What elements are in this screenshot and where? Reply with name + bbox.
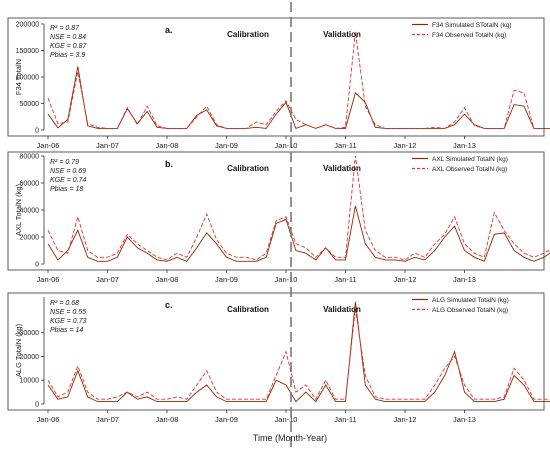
y-tick-label: 20000 bbox=[20, 235, 40, 242]
panel-label: c. bbox=[165, 300, 173, 310]
series-line-observed bbox=[47, 308, 550, 401]
stat-text: KGE = 0.74 bbox=[50, 177, 86, 184]
panel-2: 0 20000 40000 60000 80000 AXL TotalN (kg) Jan-… bbox=[7, 151, 550, 284]
y-tick-label: 0 bbox=[35, 128, 39, 135]
series-line-simulated bbox=[47, 301, 550, 403]
legend-entry: F34 Simulated STotalN (kg) bbox=[432, 22, 511, 29]
legend-entry: AXL Simulated TotalN (kg) bbox=[432, 156, 508, 163]
stat-text: R² = 0.68 bbox=[50, 300, 79, 307]
y-tick-label: 100000 bbox=[16, 75, 39, 82]
x-tick-label: Jan-10 bbox=[275, 141, 298, 150]
stat-text: NSE = 0.69 bbox=[50, 168, 86, 175]
x-tick-label: Jan-09 bbox=[215, 275, 238, 284]
series-line-simulated bbox=[47, 66, 550, 129]
x-tick-label: Jan-07 bbox=[96, 141, 119, 150]
x-tick-label: Jan-08 bbox=[156, 141, 179, 150]
x-tick-label: Jan-11 bbox=[334, 141, 356, 150]
y-tick-label: 150000 bbox=[16, 48, 39, 55]
y-tick-label: 60000 bbox=[20, 181, 40, 188]
y-tick-label: 30000 bbox=[20, 330, 40, 337]
x-tick-label: Jan-07 bbox=[96, 275, 119, 284]
stat-text: NSE = 0.55 bbox=[50, 309, 86, 316]
calibration-label: Calibration bbox=[227, 30, 269, 39]
x-tick-label: Jan-11 bbox=[334, 415, 356, 424]
calibration-label: Calibration bbox=[227, 305, 269, 314]
y-tick-label: 40000 bbox=[20, 208, 40, 215]
y-axis-label: ALG TotalN (kg) bbox=[14, 323, 23, 377]
validation-label: Validation bbox=[323, 164, 361, 173]
stat-text: R² = 0.87 bbox=[50, 25, 80, 32]
x-axis-label: Time (Month-Year) bbox=[253, 433, 327, 443]
x-tick-label: Jan-06 bbox=[37, 275, 60, 284]
x-tick-label: Jan-06 bbox=[37, 141, 60, 150]
panel-label: b. bbox=[165, 159, 173, 169]
x-tick-label: Jan-13 bbox=[453, 275, 476, 284]
x-tick-label: Jan-09 bbox=[215, 141, 238, 150]
x-tick-label: Jan-12 bbox=[394, 275, 417, 284]
y-tick-label: 50000 bbox=[20, 101, 40, 108]
panel-frame bbox=[7, 292, 545, 411]
stat-text: Pbias = 14 bbox=[50, 327, 83, 334]
x-tick-label: Jan-07 bbox=[96, 415, 119, 424]
legend-entry: F34 Observed TotalN (kg) bbox=[432, 32, 506, 39]
validation-label: Validation bbox=[323, 30, 361, 39]
y-axis-label: AXL TotalN (kg) bbox=[14, 183, 23, 236]
stat-text: Pbias = 18 bbox=[50, 186, 83, 193]
series-line-simulated bbox=[47, 205, 550, 262]
stat-text: Pbias = 3.9 bbox=[50, 52, 85, 59]
y-tick-label: 0 bbox=[35, 402, 39, 409]
x-tick-label: Jan-06 bbox=[37, 415, 60, 424]
calibration-label: Calibration bbox=[227, 164, 269, 173]
x-tick-label: Jan-12 bbox=[394, 415, 417, 424]
legend-entry: ALG Simulated TotalN (kg) bbox=[432, 297, 509, 304]
panel-frame bbox=[7, 17, 545, 137]
x-tick-label: Jan-08 bbox=[156, 415, 179, 424]
stat-text: R² = 0.79 bbox=[50, 159, 79, 166]
x-tick-label: Jan-09 bbox=[215, 415, 238, 424]
panel-label: a. bbox=[165, 25, 173, 35]
x-tick-label: Jan-10 bbox=[275, 415, 298, 424]
stat-text: KGE = 0.87 bbox=[50, 43, 87, 50]
x-tick-label: Jan-12 bbox=[394, 141, 417, 150]
x-tick-label: Jan-13 bbox=[453, 141, 476, 150]
panel-1: 0 50000 100000 150000 200000 F34 TotalN Jan-06… bbox=[7, 17, 550, 150]
y-tick-label: 200000 bbox=[16, 22, 39, 29]
stat-text: NSE = 0.84 bbox=[50, 34, 86, 41]
y-tick-label: 0 bbox=[35, 262, 39, 269]
y-tick-label: 20000 bbox=[20, 354, 40, 361]
x-tick-label: Jan-10 bbox=[275, 275, 298, 284]
panel-frame bbox=[7, 151, 545, 271]
validation-label: Validation bbox=[323, 305, 361, 314]
legend-entry: ALG Observed TotalN (kg) bbox=[432, 307, 508, 314]
x-tick-label: Jan-08 bbox=[156, 275, 179, 284]
series-line-observed bbox=[47, 31, 550, 129]
legend-entry: AXL Observed TotalN (kg) bbox=[432, 166, 507, 173]
y-tick-label: 10000 bbox=[20, 378, 40, 385]
x-tick-label: Jan-11 bbox=[334, 275, 356, 284]
y-tick-label: 80000 bbox=[20, 154, 40, 161]
y-axis-label: F34 TotalN bbox=[14, 59, 23, 95]
stat-text: KGE = 0.73 bbox=[50, 318, 86, 325]
x-tick-label: Jan-13 bbox=[453, 415, 476, 424]
